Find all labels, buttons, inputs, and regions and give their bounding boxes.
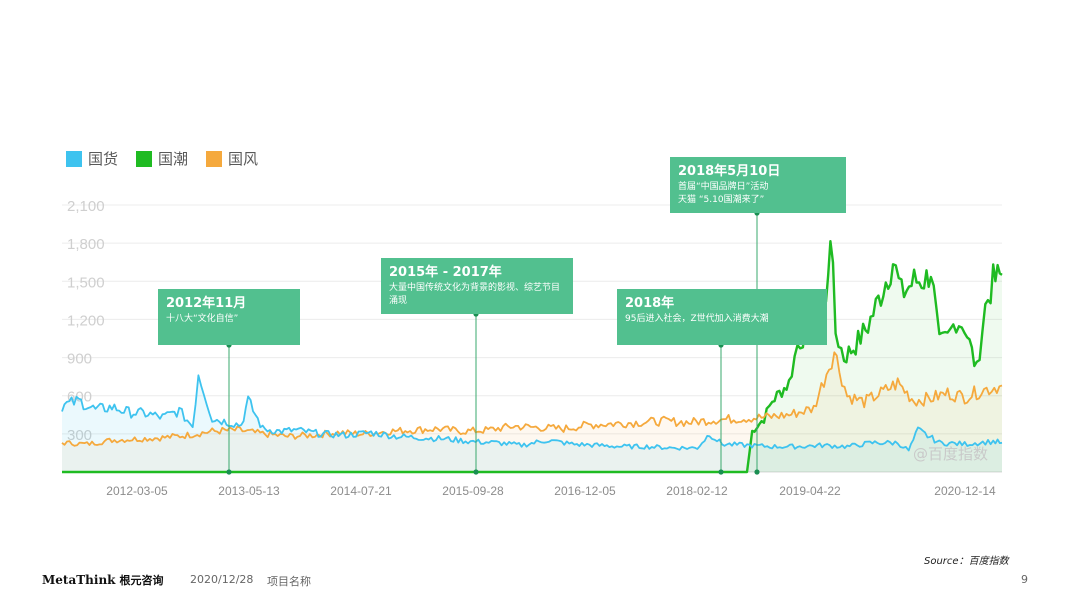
legend-item-guochao[interactable]: 国潮 bbox=[136, 148, 188, 169]
y-tick-label: 2,100 bbox=[67, 198, 105, 215]
x-tick-label: 2012-03-05 bbox=[106, 484, 168, 498]
y-tick-label: 300 bbox=[67, 427, 92, 444]
series-area-0 bbox=[62, 375, 1002, 472]
legend-label-guofeng: 国风 bbox=[228, 150, 259, 168]
legend-swatch-guohuo bbox=[66, 150, 82, 167]
event-dot-bottom-2 bbox=[718, 469, 724, 475]
page-number: 9 bbox=[1021, 573, 1028, 586]
source-note: Source：百度指数 bbox=[924, 556, 1009, 567]
event-dot-bottom-0 bbox=[226, 469, 232, 475]
y-tick-label: 1,200 bbox=[67, 312, 105, 329]
series-line-国货 bbox=[61, 374, 1003, 452]
footer-project-name: 项目名称 bbox=[267, 575, 311, 588]
chart-legend: 国货 国潮 国风 bbox=[66, 148, 258, 169]
event-markers bbox=[226, 210, 760, 475]
x-axis: 2012-03-05 2013-05-13 2014-07-21 2015-09-28… bbox=[106, 484, 996, 498]
footer-date: 2020/12/28 bbox=[190, 573, 254, 586]
callout-2015-2017: 2015年 - 2017年 大量中国传统文化为背景的影视、综艺节目涌现 bbox=[381, 258, 573, 314]
legend-item-guofeng[interactable]: 国风 bbox=[206, 148, 258, 169]
y-tick-label: 1,800 bbox=[67, 236, 105, 253]
series-line-国潮 bbox=[62, 240, 1003, 474]
logo-en: MetaThink bbox=[42, 573, 116, 587]
x-tick-label: 2016-12-05 bbox=[554, 484, 616, 498]
legend-label-guohuo: 国货 bbox=[88, 150, 119, 168]
series-area-2 bbox=[62, 352, 1002, 472]
event-dot-bottom-1 bbox=[473, 469, 479, 475]
callout-desc: 大量中国传统文化为背景的影视、综艺节目涌现 bbox=[389, 283, 561, 306]
callout-2018: 2018年 95后进入社会，Z世代加入消费大潮 bbox=[617, 289, 827, 345]
callout-title: 2018年5月10日 bbox=[678, 164, 781, 179]
callout-desc-line1: 首届“中国品牌日”活动 bbox=[678, 182, 769, 192]
x-tick-label: 2013-05-13 bbox=[218, 484, 280, 498]
x-tick-label: 2020-12-14 bbox=[934, 484, 996, 498]
x-tick-label: 2015-09-28 bbox=[442, 484, 504, 498]
series-line-国风 bbox=[61, 351, 1003, 447]
footer-logo: MetaThink 根元咨询 bbox=[42, 572, 164, 588]
callout-desc-line2: 天猫 “5.10国潮来了” bbox=[678, 195, 765, 205]
baidu-watermark: @百度指数 bbox=[913, 445, 989, 463]
x-tick-label: 2019-04-22 bbox=[779, 484, 841, 498]
series-lines bbox=[61, 240, 1003, 474]
callout-2018-05-10: 2018年5月10日 首届“中国品牌日”活动 天猫 “5.10国潮来了” bbox=[670, 157, 846, 213]
x-tick-label: 2014-07-21 bbox=[330, 484, 392, 498]
callout-title: 2018年 bbox=[625, 296, 675, 311]
event-dot-bottom-3 bbox=[754, 469, 760, 475]
y-tick-label: 1,500 bbox=[67, 274, 105, 291]
callout-title: 2015年 - 2017年 bbox=[389, 265, 502, 280]
legend-label-guochao: 国潮 bbox=[158, 150, 189, 168]
legend-item-guohuo[interactable]: 国货 bbox=[66, 148, 118, 169]
callout-title: 2012年11月 bbox=[166, 296, 247, 311]
x-tick-label: 2018-02-12 bbox=[666, 484, 728, 498]
legend-swatch-guofeng bbox=[206, 150, 223, 167]
y-tick-label: 900 bbox=[67, 351, 92, 368]
callout-2012-11: 2012年11月 十八大“文化自信” bbox=[158, 289, 300, 345]
legend-swatch-guochao bbox=[136, 150, 153, 167]
callout-desc: 十八大“文化自信” bbox=[166, 314, 239, 324]
logo-cn: 根元咨询 bbox=[119, 574, 164, 587]
callout-desc: 95后进入社会，Z世代加入消费大潮 bbox=[625, 314, 769, 324]
